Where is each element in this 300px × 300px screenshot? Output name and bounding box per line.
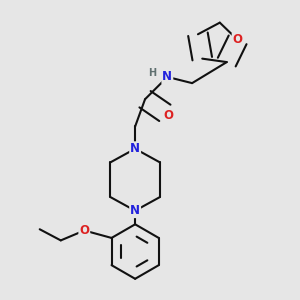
Text: N: N: [130, 142, 140, 155]
Text: O: O: [164, 109, 174, 122]
Text: O: O: [232, 33, 243, 46]
Text: N: N: [162, 70, 172, 83]
Text: H: H: [148, 68, 156, 78]
Text: N: N: [130, 204, 140, 217]
Text: O: O: [79, 224, 89, 237]
